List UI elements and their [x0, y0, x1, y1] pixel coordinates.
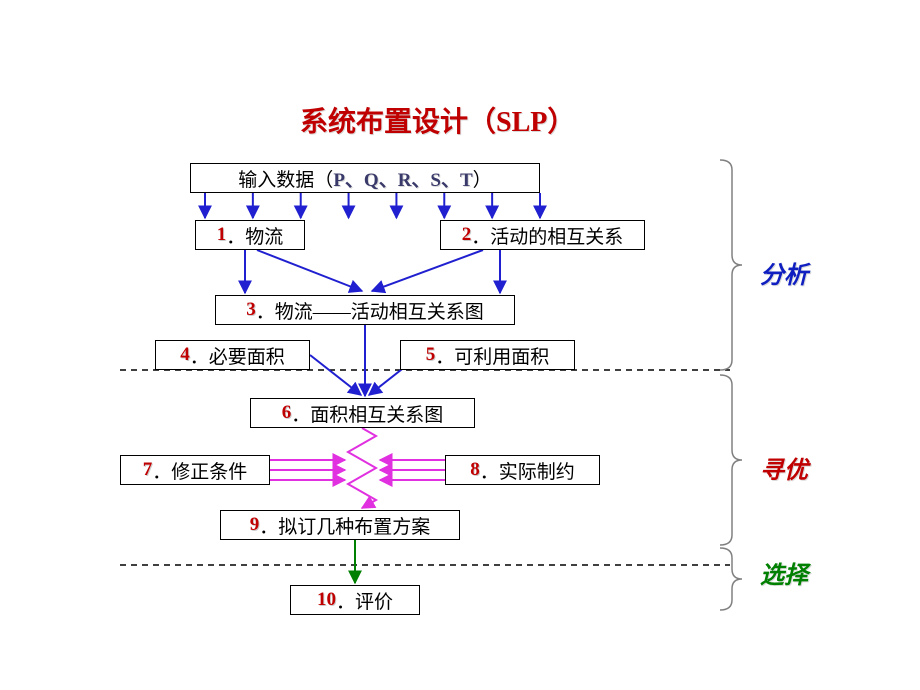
stage-optimize: 寻优: [760, 450, 808, 485]
box-b7: 7．修正条件: [120, 455, 270, 485]
box-b5: 5．可利用面积: [400, 340, 575, 370]
box-label: ．评价: [336, 587, 393, 614]
box-num: 3: [246, 299, 256, 321]
box-label: ．物流——活动相互关系图: [256, 297, 484, 324]
box-b10: 10．评价: [290, 585, 420, 615]
box-b6: 6．面积相互关系图: [250, 398, 475, 428]
box-b4: 4．必要面积: [155, 340, 310, 370]
box-num: 1: [217, 224, 227, 246]
input-prefix: 输入数据（: [238, 165, 333, 192]
box-num: 9: [250, 514, 260, 536]
box-num: 6: [282, 402, 292, 424]
box-num: 8: [470, 459, 480, 481]
box-b3: 3．物流——活动相互关系图: [215, 295, 515, 325]
box-input: 输入数据（ P、Q、R、S、T ）: [190, 163, 540, 193]
box-label: ．活动的相互关系: [471, 222, 623, 249]
stage-select: 选择: [760, 555, 808, 590]
box-b9: 9．拟订几种布置方案: [220, 510, 460, 540]
input-params: P、Q、R、S、T: [333, 165, 472, 192]
box-num: 5: [426, 344, 436, 366]
box-label: ．拟订几种布置方案: [259, 512, 430, 539]
box-num: 2: [462, 224, 472, 246]
box-label: ．面积相互关系图: [291, 400, 443, 427]
box-label: ．物流: [226, 222, 283, 249]
box-num: 10: [317, 589, 336, 611]
box-b2: 2．活动的相互关系: [440, 220, 645, 250]
box-label: ．修正条件: [152, 457, 247, 484]
box-num: 7: [143, 459, 153, 481]
box-b1: 1．物流: [195, 220, 305, 250]
box-num: 4: [180, 344, 190, 366]
box-label: ．可利用面积: [435, 342, 549, 369]
box-b8: 8．实际制约: [445, 455, 600, 485]
box-label: ．必要面积: [190, 342, 285, 369]
stage-analysis: 分析: [760, 255, 808, 290]
input-suffix: ）: [473, 165, 492, 192]
diagram-title: 系统布置设计（SLP）: [300, 100, 575, 140]
box-label: ．实际制约: [480, 457, 575, 484]
